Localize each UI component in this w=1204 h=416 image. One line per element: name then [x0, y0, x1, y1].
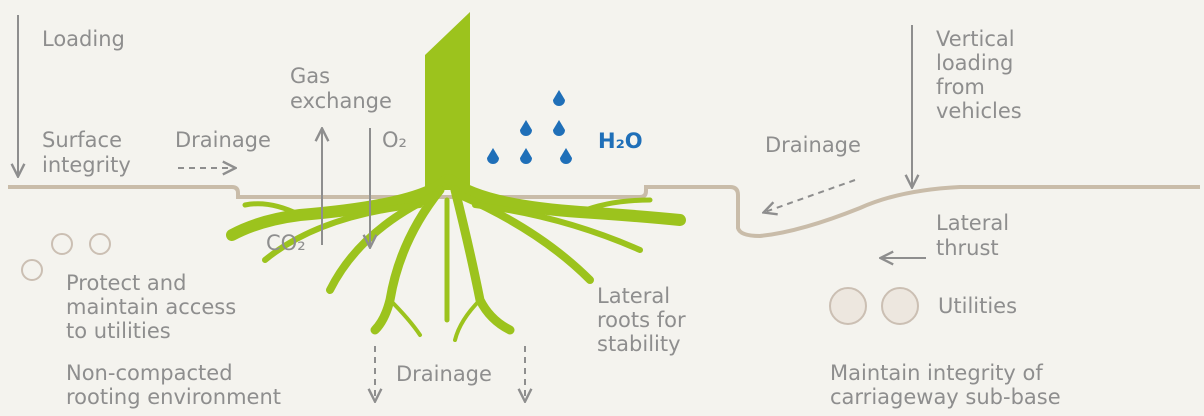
label: Gas [290, 64, 330, 88]
label: Lateral [936, 211, 1009, 235]
label: Vertical [936, 27, 1015, 51]
label: Drainage [175, 128, 271, 152]
label: loading [936, 51, 1013, 75]
label: from [936, 75, 985, 99]
label: Drainage [765, 133, 861, 157]
label: Drainage [396, 362, 492, 386]
utility-pipe [52, 234, 72, 254]
label: Lateral [597, 284, 670, 308]
label: Non-compacted [66, 361, 233, 385]
label: vehicles [936, 99, 1022, 123]
label: exchange [290, 89, 392, 113]
utility-pipe [882, 288, 918, 324]
label: roots for [597, 308, 686, 332]
label: H₂O [598, 129, 643, 153]
utility-pipe [90, 234, 110, 254]
diagram: Loading Surfaceintegrity Drainage Gasexchan… [0, 0, 1204, 416]
label: maintain access [66, 295, 236, 319]
drainage-arrow [765, 180, 855, 212]
utility-pipe [830, 288, 866, 324]
label: integrity [42, 153, 131, 177]
label: to utilities [66, 319, 171, 343]
label: thrust [936, 236, 999, 260]
water-drops [487, 90, 572, 164]
utility-pipe [22, 260, 42, 280]
label: rooting environment [66, 385, 281, 409]
label: Protect and [66, 271, 186, 295]
label: O₂ [382, 128, 407, 152]
label: stability [597, 332, 681, 356]
label: carriageway sub-base [830, 385, 1061, 409]
label: CO₂ [266, 231, 306, 255]
label: Surface [42, 128, 122, 152]
label: Maintain integrity of [830, 361, 1043, 385]
label: Utilities [938, 294, 1017, 318]
label: Loading [42, 27, 125, 51]
